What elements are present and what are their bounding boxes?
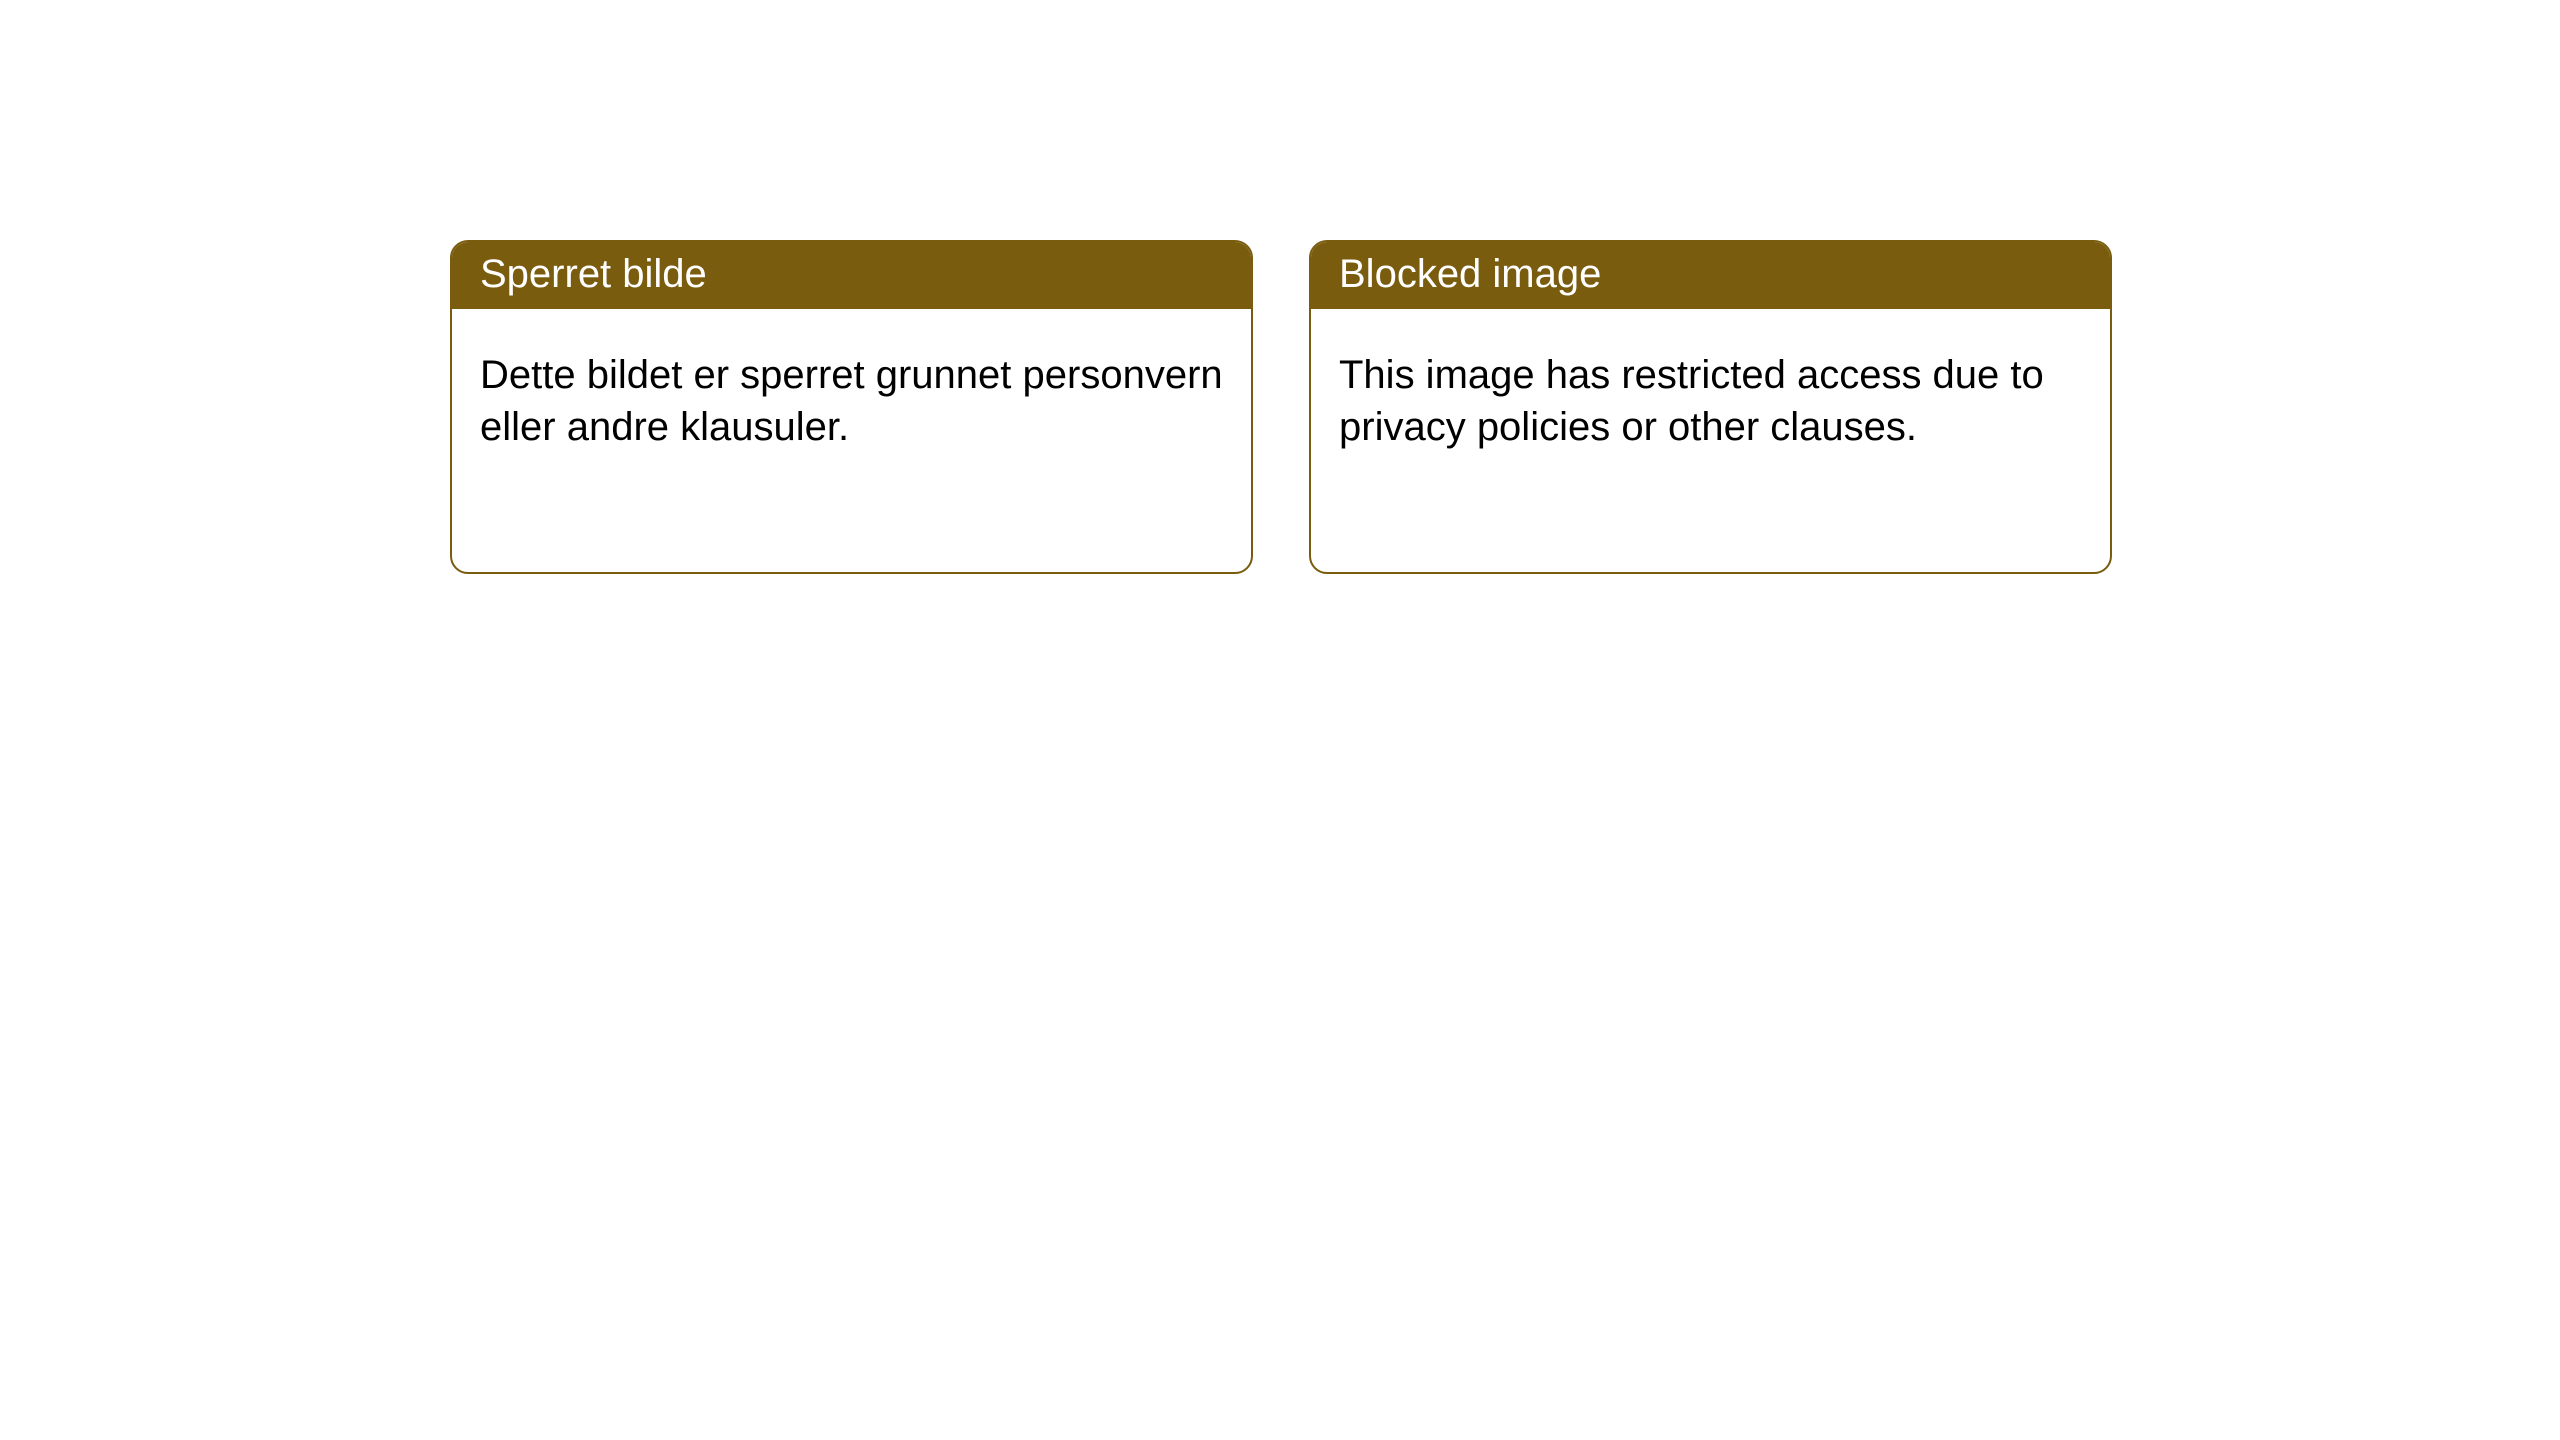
card-title-en: Blocked image [1339,252,1601,296]
card-header-no: Sperret bilde [452,242,1251,309]
blocked-image-card-en: Blocked image This image has restricted … [1309,240,2112,574]
card-text-en: This image has restricted access due to … [1339,353,2044,449]
blocked-image-card-no: Sperret bilde Dette bildet er sperret gr… [450,240,1253,574]
card-text-no: Dette bildet er sperret grunnet personve… [480,353,1223,449]
card-body-en: This image has restricted access due to … [1311,309,2110,481]
card-header-en: Blocked image [1311,242,2110,309]
cards-container: Sperret bilde Dette bildet er sperret gr… [0,0,2560,574]
card-body-no: Dette bildet er sperret grunnet personve… [452,309,1251,481]
card-title-no: Sperret bilde [480,252,707,296]
